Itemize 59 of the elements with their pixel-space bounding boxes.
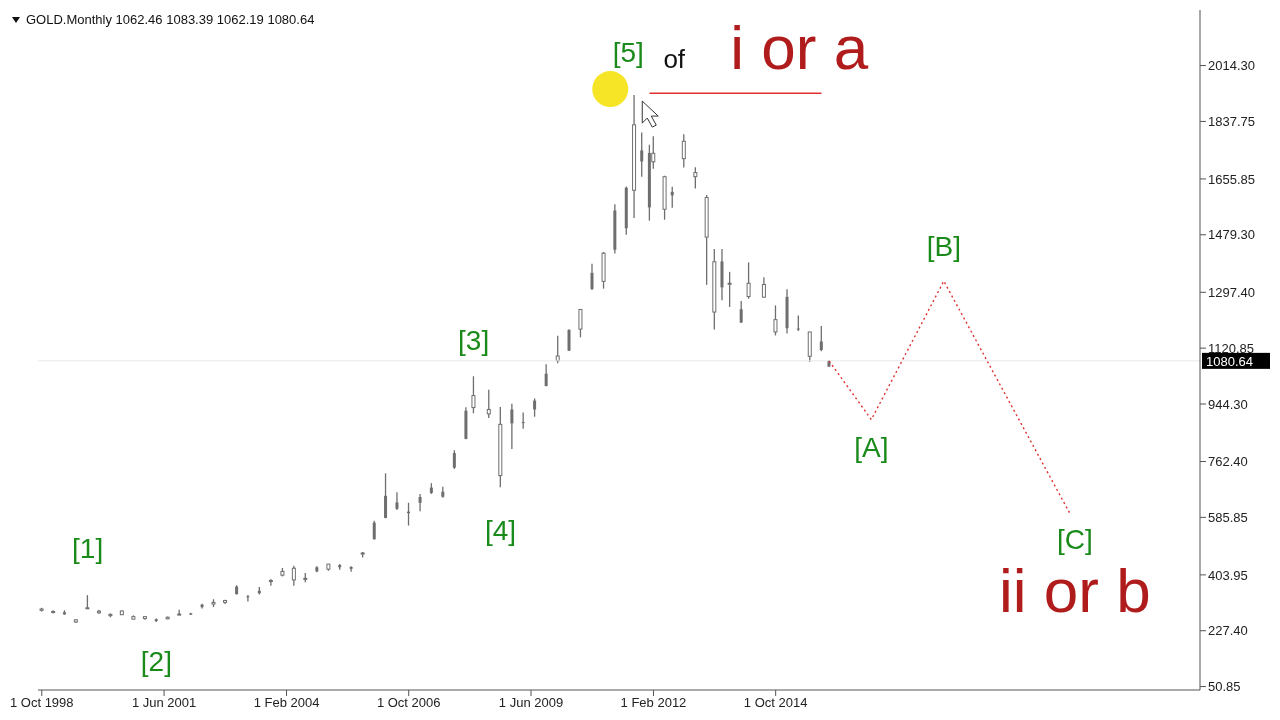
y-tick-label: 1297.40 — [1208, 284, 1255, 300]
candlestick — [510, 403, 514, 450]
candlestick — [291, 565, 296, 587]
ref-line-label: 1080.64 — [1206, 353, 1253, 369]
candlestick — [727, 271, 732, 308]
y-tick-label: 944.30 — [1208, 396, 1248, 412]
candlestick — [452, 449, 456, 470]
candlestick — [567, 328, 571, 352]
annotation: i or a — [730, 13, 869, 83]
candlestick — [819, 325, 823, 352]
candlestick — [372, 520, 376, 541]
annotation: [A] — [854, 431, 889, 463]
x-tick-label: 1 Jun 2009 — [498, 695, 564, 711]
line-series — [828, 280, 1071, 515]
x-tick-label: 1 Oct 1998 — [9, 695, 74, 711]
y-tick-label: 1120.85 — [1208, 340, 1255, 356]
candlestick — [681, 133, 686, 169]
y-tick-label: 585.85 — [1208, 509, 1248, 525]
annotation: [3] — [458, 324, 490, 356]
candlestick — [773, 304, 778, 337]
candlestick — [268, 578, 273, 587]
candlestick — [471, 375, 476, 414]
y-tick-label: 762.40 — [1208, 454, 1248, 470]
candlestick — [590, 263, 594, 291]
chart-title: GOLD.Monthly 1062.46 1083.39 1062.19 1080.64 — [26, 12, 315, 27]
candlestick — [739, 300, 743, 324]
candlestick — [746, 261, 751, 300]
x-tick-label: 1 Feb 2004 — [253, 695, 320, 711]
candlestick — [555, 335, 560, 364]
annotation: ii or b — [999, 555, 1151, 625]
annotation: [2] — [140, 646, 172, 678]
x-tick-label: 1 Oct 2014 — [743, 695, 808, 711]
annotation: [1] — [72, 532, 104, 564]
candlestick — [384, 472, 388, 519]
annotation: [C] — [1057, 523, 1093, 555]
candlestick — [395, 491, 399, 511]
x-tick-label: 1 Feb 2012 — [620, 695, 687, 711]
candlestick — [486, 389, 491, 419]
candlestick — [418, 493, 422, 512]
candlestick — [578, 308, 583, 338]
annotation: [4] — [484, 514, 517, 546]
y-tick-label: 1655.85 — [1208, 171, 1255, 187]
candlestick — [640, 131, 644, 178]
y-tick-label: 1479.30 — [1208, 227, 1255, 243]
y-tick-label: 227.40 — [1208, 623, 1248, 639]
candlestick — [693, 166, 698, 190]
candlestick — [761, 276, 766, 299]
x-tick-label: 1 Oct 2006 — [376, 695, 441, 711]
candlestick — [670, 186, 674, 209]
y-tick-label: 1837.75 — [1208, 114, 1255, 130]
y-tick-label: 50.85 — [1208, 679, 1241, 695]
x-tick-label: 1 Jun 2001 — [131, 695, 197, 711]
candlestick — [349, 565, 353, 573]
y-tick-label: 2014.30 — [1208, 58, 1255, 74]
y-tick-label: 403.95 — [1208, 567, 1248, 583]
annotation: [B] — [926, 231, 961, 263]
annotation: of — [663, 43, 686, 74]
candlestick — [246, 594, 250, 603]
annotation: [5] — [612, 37, 644, 69]
